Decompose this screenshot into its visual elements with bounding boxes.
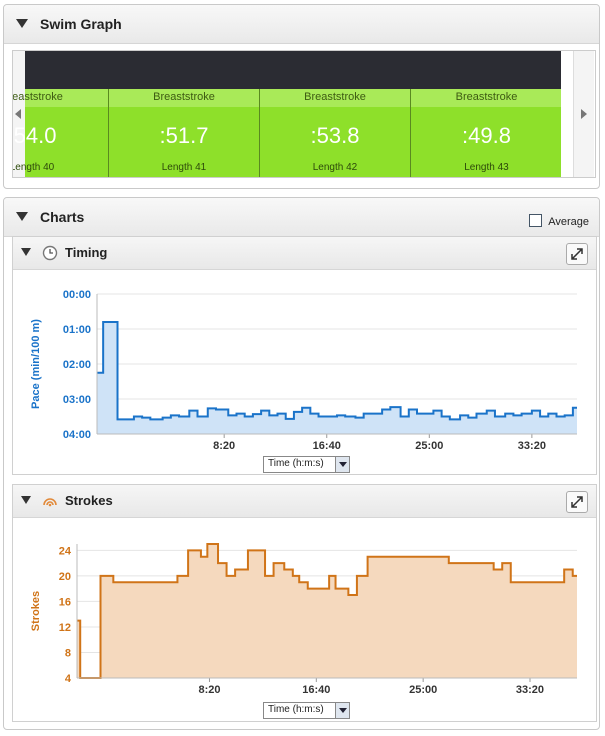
collapse-triangle-icon[interactable] xyxy=(16,19,28,28)
lap-length-42[interactable]: Breaststroke :53.8 Length 42 xyxy=(259,89,410,177)
y-tick-label: 4 xyxy=(65,673,72,685)
timing-chart: 00:00 01:00 02:00 03:00 04:00 8:20 16:40 25:00 3… xyxy=(30,289,577,452)
lap-length-40[interactable]: Breaststroke :54.0 Length 40 xyxy=(12,89,107,177)
collapse-triangle-icon[interactable] xyxy=(21,496,31,504)
swim-graph-title: Swim Graph xyxy=(40,16,122,32)
y-tick-label: 8 xyxy=(65,647,71,659)
series-line xyxy=(97,321,577,421)
lap-length: Length 43 xyxy=(464,162,509,173)
lap-stroke: Breaststroke xyxy=(153,91,215,103)
x-tick-label: 33:20 xyxy=(518,440,546,452)
timing-title: Timing xyxy=(65,245,108,260)
expand-icon[interactable] xyxy=(566,243,588,265)
select-value: Time (h:m:s) xyxy=(268,704,324,715)
swim-graph-panel: Swim Graph Breaststroke :54.0 Length 40 … xyxy=(3,4,600,189)
scroll-left-arrow-icon[interactable] xyxy=(15,109,21,119)
timing-panel: Timing 00:00 01:00 02:00 03:00 04:00 8:20 16:4… xyxy=(12,236,597,475)
swim-graph-header[interactable]: Swim Graph xyxy=(4,5,599,44)
lap-length: Length 41 xyxy=(161,162,207,173)
x-tick-label: 25:00 xyxy=(409,684,437,696)
charts-panel: Charts Average Timing 00:00 01:00 02:00 03:… xyxy=(3,197,600,730)
lap-stroke: Breaststroke xyxy=(12,91,63,103)
average-label: Average xyxy=(548,216,589,228)
x-tick-label: 16:40 xyxy=(313,440,341,452)
strokes-panel: Strokes 4 8 12 16 20 24 8:20 16:40 25:00 33:20 Str… xyxy=(12,484,597,722)
x-tick-label: 8:20 xyxy=(198,684,220,696)
scroll-right-arrow-icon[interactable] xyxy=(581,109,587,119)
x-tick-label: 33:20 xyxy=(516,684,544,696)
average-checkbox[interactable] xyxy=(529,214,543,227)
stroke-band xyxy=(25,89,561,107)
timing-x-axis-select[interactable]: Time (h:m:s) xyxy=(263,456,350,473)
collapse-triangle-icon[interactable] xyxy=(16,212,28,221)
strokes-title: Strokes xyxy=(65,493,113,508)
lap-time: :54.0 xyxy=(12,123,57,148)
y-tick-label: 02:00 xyxy=(63,359,91,371)
y-axis-label: Strokes xyxy=(30,591,42,631)
y-tick-label: 03:00 xyxy=(63,394,91,406)
timing-header[interactable]: Timing xyxy=(13,237,596,270)
y-tick-label: 20 xyxy=(59,571,71,583)
lap-length: Length 42 xyxy=(312,162,358,173)
clock-icon xyxy=(42,245,58,261)
strokes-icon xyxy=(43,498,57,507)
y-axis-label: Pace (min/100 m) xyxy=(30,319,42,409)
y-tick-label: 04:00 xyxy=(63,429,91,441)
lap-length-41[interactable]: Breaststroke :51.7 Length 41 xyxy=(108,89,259,177)
chevron-down-icon[interactable] xyxy=(335,703,349,718)
series-area xyxy=(77,544,577,678)
lap-time: :51.7 xyxy=(159,123,209,148)
chevron-down-icon[interactable] xyxy=(335,457,349,472)
x-tick-label: 25:00 xyxy=(415,440,443,452)
lap-time: :53.8 xyxy=(310,123,360,148)
swim-graph-laps: Breaststroke :54.0 Length 40 Breaststrok… xyxy=(13,89,562,177)
expand-icon[interactable] xyxy=(566,491,588,513)
y-tick-label: 24 xyxy=(59,545,72,557)
lap-stroke: Breaststroke xyxy=(304,91,366,103)
swim-graph-dark-band xyxy=(25,51,561,89)
swim-graph-strip: Breaststroke :54.0 Length 40 Breaststrok… xyxy=(12,50,596,178)
x-tick-label: 16:40 xyxy=(302,684,330,696)
lap-length: Length 40 xyxy=(12,162,55,173)
lap-stroke: Breaststroke xyxy=(455,91,518,103)
strokes-chart: 4 8 12 16 20 24 8:20 16:40 25:00 33:20 Strokes xyxy=(30,543,577,696)
strokes-x-axis-select[interactable]: Time (h:m:s) xyxy=(263,702,350,719)
y-tick-label: 12 xyxy=(59,622,71,634)
x-tick-label: 8:20 xyxy=(213,440,235,452)
series-area xyxy=(97,322,577,434)
select-value: Time (h:m:s) xyxy=(268,458,324,469)
y-tick-label: 01:00 xyxy=(63,324,91,336)
average-toggle[interactable]: Average xyxy=(529,214,589,228)
lap-length-43[interactable]: Breaststroke :49.8 Length 43 xyxy=(410,89,562,177)
lap-time: :49.8 xyxy=(462,123,511,148)
series-line xyxy=(77,543,577,679)
charts-header[interactable]: Charts Average xyxy=(4,198,599,237)
y-tick-label: 16 xyxy=(59,596,71,608)
collapse-triangle-icon[interactable] xyxy=(21,248,31,256)
y-tick-label: 00:00 xyxy=(63,289,91,301)
strokes-header[interactable]: Strokes xyxy=(13,485,596,518)
charts-title: Charts xyxy=(40,209,85,225)
